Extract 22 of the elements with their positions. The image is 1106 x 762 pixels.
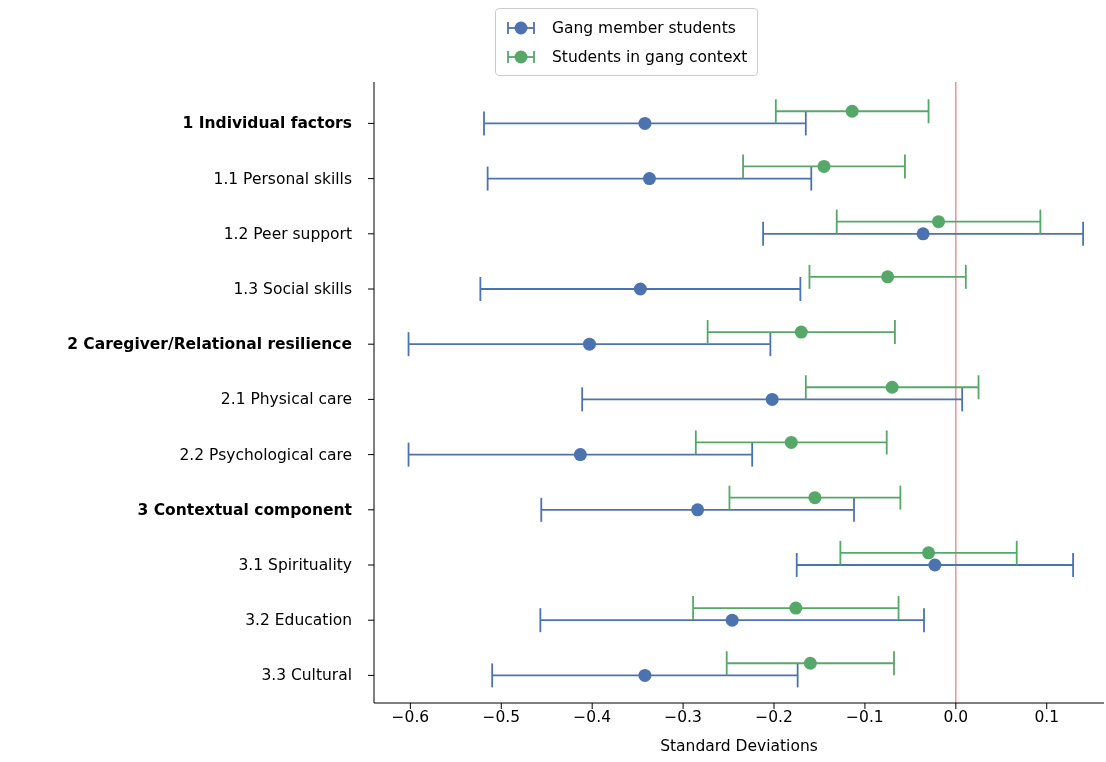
y-tick-label: 1.2 Peer support [223,224,352,243]
y-tick-label: 2.1 Physical care [220,390,352,409]
y-tick-label: 3.1 Spirituality [238,556,352,574]
x-tick-label: −0.3 [664,708,702,727]
y-tick-label: 1 Individual factors [182,114,352,133]
x-tick-label: −0.1 [846,708,884,727]
y-tick-label: 2.2 Psychological care [179,445,352,464]
legend-label: Students in gang context [552,47,748,66]
x-tick-label: −0.4 [573,708,611,727]
y-tick-label: 3.2 Education [245,611,352,630]
x-tick-label: −0.2 [755,708,793,727]
y-tick-label: 3 Contextual component [137,500,353,519]
y-tick-label: 1.1 Personal skills [213,169,352,188]
y-tick-label: 3.3 Cultural [261,666,352,685]
x-axis-title: Standard Deviations [660,737,818,755]
y-tick-label: 2 Caregiver/Relational resilience [67,335,352,354]
x-tick-label: −0.5 [482,708,521,727]
legend-label: Gang member students [552,18,736,37]
y-tick-label: 1.3 Social skills [233,280,352,298]
x-tick-label: 0.1 [1034,708,1060,727]
x-tick-label: 0.0 [943,708,969,727]
x-tick-label: −0.6 [391,708,430,727]
